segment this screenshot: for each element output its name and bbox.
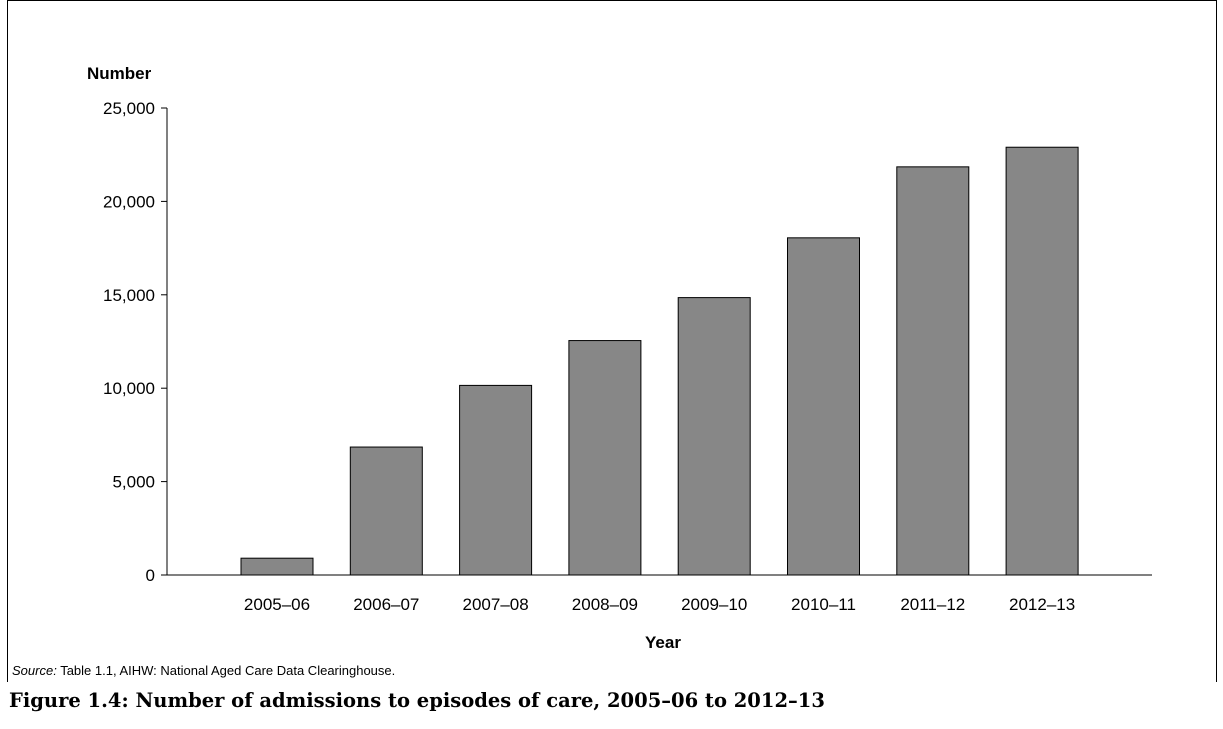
figure-frame <box>7 0 1217 682</box>
bar <box>1005 146 1079 576</box>
x-tick-label: 2012–13 <box>1009 595 1075 614</box>
x-tick-label: 2010–11 <box>791 595 856 614</box>
y-tick-label: 25,000 <box>103 99 155 118</box>
y-tick-label: 5,000 <box>112 473 155 492</box>
bars <box>240 146 1079 576</box>
source-prefix: Source: <box>12 663 57 678</box>
x-tick-label: 2005–06 <box>244 595 310 614</box>
x-tick-label: 2009–10 <box>681 595 747 614</box>
y-tick-label: 10,000 <box>103 379 155 398</box>
bar <box>787 237 860 576</box>
x-tick-label: 2007–08 <box>463 595 529 614</box>
bar <box>240 557 314 576</box>
x-tick-label: 2006–07 <box>353 595 419 614</box>
y-tick-label: 15,000 <box>103 286 155 305</box>
figure-caption: Figure 1.4: Number of admissions to epis… <box>9 689 825 712</box>
source-text: Table 1.1, AIHW: National Aged Care Data… <box>56 663 396 678</box>
bar <box>349 446 423 576</box>
x-axis-title: Year <box>645 633 681 652</box>
source-note: Source: Table 1.1, AIHW: National Aged C… <box>12 663 395 678</box>
x-axis: 2005–06 2006–07 2007–08 2008–09 2009–10 2010–… <box>167 574 1152 614</box>
y-axis: 0 5,000 10,000 15,000 20,000 25,000 <box>103 99 168 585</box>
y-axis-title: Number <box>87 64 152 83</box>
x-tick-label: 2011–12 <box>900 595 965 614</box>
x-tick-label: 2008–09 <box>572 595 638 614</box>
y-tick-label: 0 <box>146 566 155 585</box>
bar <box>677 297 751 576</box>
y-tick-label: 20,000 <box>103 192 155 211</box>
bar <box>896 166 970 576</box>
bar <box>568 340 642 576</box>
bar <box>459 384 533 576</box>
